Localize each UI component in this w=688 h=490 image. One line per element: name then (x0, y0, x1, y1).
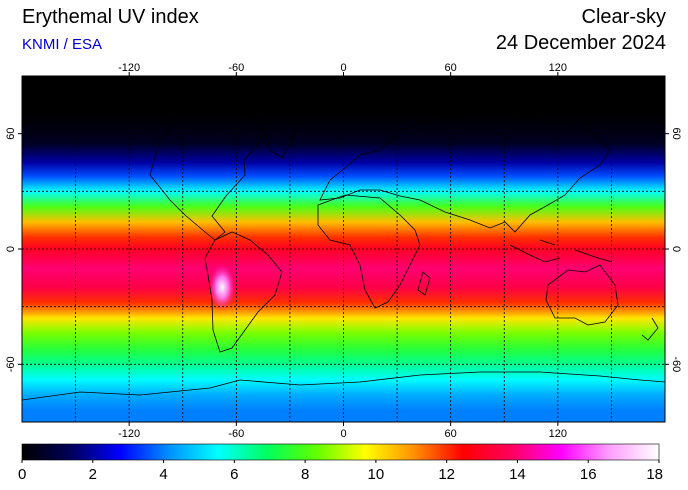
lon-label-top: 60 (445, 62, 457, 74)
map-frame: -120 -120 -60 -60 0 0 60 60 120 120 -60 -60 0 0 60 60 (5, 62, 682, 440)
colorbar-label: 12 (438, 466, 455, 483)
colorbar-label: 16 (580, 466, 597, 483)
coast-eurasia (319, 114, 611, 233)
coast-greenland (254, 99, 301, 159)
colorbar-label: 8 (301, 466, 309, 483)
colorbar-ramp (21, 443, 660, 461)
coast-australia (545, 264, 619, 326)
lon-label-top: -120 (118, 62, 140, 74)
lat-label-right: 0 (670, 246, 682, 252)
coast-africa (317, 194, 421, 309)
map-title: Erythemal UV index (22, 6, 199, 28)
lon-label-top: -60 (228, 62, 244, 74)
colorbar-label: 6 (230, 466, 238, 483)
coast-antarctica (22, 371, 665, 401)
colorbar-label: 14 (509, 466, 526, 483)
lon-label-bottom: 0 (340, 428, 346, 440)
lon-label-top: 0 (340, 62, 346, 74)
uv-hotspot-andes (208, 263, 237, 312)
lon-label-top: 120 (549, 62, 567, 74)
date-label: 24 December 2024 (495, 32, 666, 54)
map-ticks: -120 -120 -60 -60 0 0 60 60 120 120 -60 -60 0 0 60 60 (5, 62, 682, 440)
lat-label-right: 60 (670, 128, 682, 140)
lon-label-bottom: -60 (228, 428, 244, 440)
coast-south-america (204, 231, 283, 353)
colorbar-label: 10 (368, 466, 385, 483)
lat-label-left: 0 (5, 246, 17, 252)
coastlines (22, 99, 665, 401)
lat-label-left: -60 (5, 356, 17, 372)
colorbar-label: 18 (646, 466, 663, 483)
graticule (22, 76, 665, 422)
colorbar-ticks: 0 2 4 6 8 10 12 14 16 18 (18, 460, 663, 483)
lon-label-bottom: 120 (549, 428, 567, 440)
coast-madagascar (417, 271, 431, 296)
lat-label-left: 60 (5, 128, 17, 140)
coast-new-zealand (641, 317, 659, 341)
lat-label-right: -60 (670, 356, 682, 372)
lon-label-bottom: -120 (118, 428, 140, 440)
colorbar-label: 0 (18, 466, 26, 483)
colorbar-label: 4 (159, 466, 167, 483)
colorbar: 0 2 4 6 8 10 12 14 16 18 (18, 443, 663, 483)
coast-north-america (149, 107, 263, 241)
mode-label: Clear-sky (581, 6, 666, 28)
lon-label-bottom: 60 (445, 428, 457, 440)
colorbar-label: 2 (89, 466, 97, 483)
source-label: KNMI / ESA (22, 36, 103, 53)
coast-indonesia (509, 239, 613, 263)
